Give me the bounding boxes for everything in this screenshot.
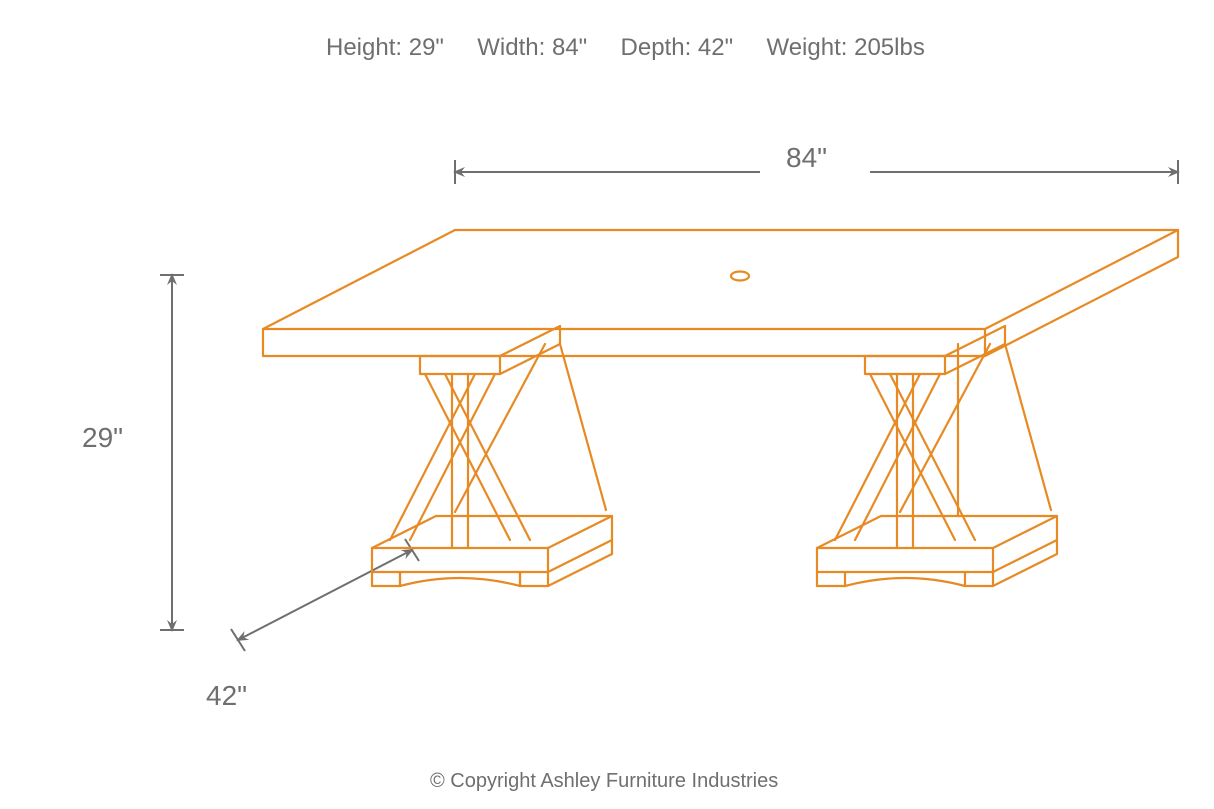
left-leg — [372, 326, 612, 586]
diagram-canvas: Height: 29" Width: 84" Depth: 42" Weight… — [0, 0, 1214, 809]
diagram-svg — [0, 0, 1214, 809]
table-drawing — [263, 230, 1178, 586]
dimension-lines — [160, 160, 1178, 651]
right-leg — [817, 326, 1057, 586]
